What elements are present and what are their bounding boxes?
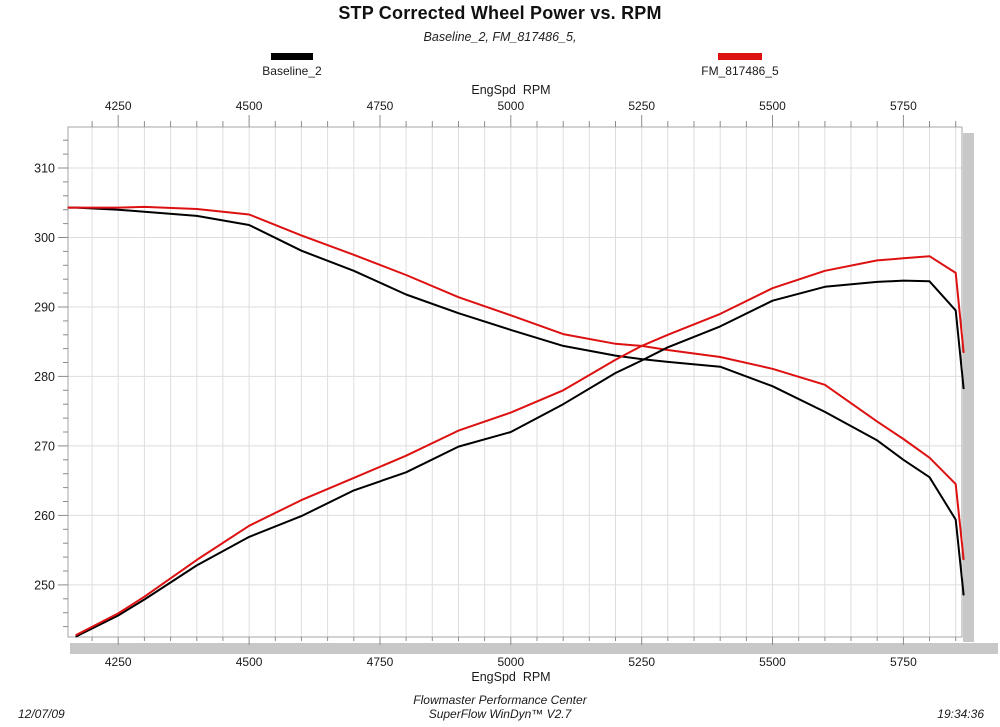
x-tick-label-top: 5500 [759,99,786,113]
y-tick-label: 260 [34,509,55,523]
x-tick-label-top: 5750 [890,99,917,113]
series-line-fm_817486_5_falling [67,205,965,561]
x-tick-label-bottom: 5750 [890,655,917,669]
x-tick-label-top: 5250 [628,99,655,113]
chart-subtitle: Baseline_2, FM_817486_5, [423,30,577,44]
y-tick-label: 250 [34,578,55,592]
x-tick-label-bottom: 4500 [236,655,263,669]
legend-swatch-baseline-2 [271,53,313,60]
x-tick-label-bottom: 5250 [628,655,655,669]
legend-swatch-fm-817486-5 [718,53,762,60]
series-line-baseline_2_falling [67,206,965,596]
vertical-scroll-bar[interactable] [963,133,974,642]
x-axis-label-top: EngSpd RPM [471,83,551,97]
x-tick-label-top: 4250 [105,99,132,113]
y-tick-label: 290 [34,301,55,315]
x-tick-label-bottom: 5500 [759,655,786,669]
x-tick-label-bottom: 4250 [105,655,132,669]
series-line-fm_817486_5_rising [75,255,965,636]
y-tick-label: 310 [34,162,55,176]
footer-software-version: SuperFlow WinDyn™ V2.7 [428,707,572,721]
plot-border [67,126,963,638]
horizontal-scroll-bar[interactable] [70,643,998,654]
x-tick-label-top: 4500 [236,99,263,113]
x-tick-label-top: 5000 [497,99,524,113]
y-tick-label: 280 [34,370,55,384]
series-line-baseline_2_rising [75,279,965,638]
x-tick-label-bottom: 4750 [367,655,394,669]
footer-date: 12/07/09 [18,707,65,721]
footer-facility-name: Flowmaster Performance Center [413,693,587,707]
y-tick-label: 300 [34,231,55,245]
legend-label-baseline-2: Baseline_2 [262,64,322,78]
footer-time: 19:34:36 [937,707,984,721]
x-axis-label-bottom: EngSpd RPM [471,670,551,684]
x-tick-label-bottom: 5000 [497,655,524,669]
legend-label-fm-817486-5: FM_817486_5 [701,64,779,78]
x-tick-label-top: 4750 [367,99,394,113]
y-tick-label: 270 [34,439,55,453]
page-title: STP Corrected Wheel Power vs. RPM [338,3,662,23]
